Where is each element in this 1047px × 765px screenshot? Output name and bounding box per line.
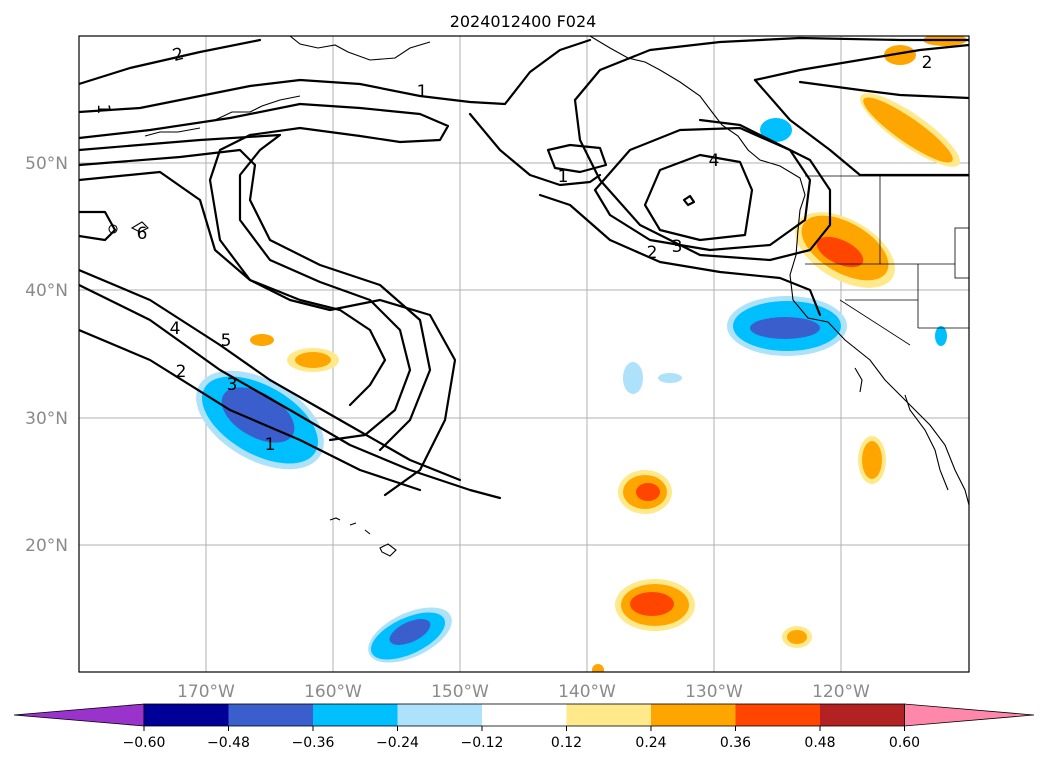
lon-label: 140°W	[558, 682, 616, 702]
lon-label: 130°W	[685, 682, 743, 702]
colorbar-segment	[820, 704, 905, 726]
contour-label: 1	[558, 167, 569, 187]
colorbar-tick-label: −0.36	[292, 735, 335, 751]
lat-label: 50°N	[25, 154, 68, 174]
lat-label: 20°N	[25, 536, 68, 556]
contour-label: 1	[93, 104, 113, 115]
colorbar-tick-label: 0.36	[720, 735, 751, 751]
colorbar-segment	[651, 704, 736, 726]
colorbar-tick-label: 0.12	[551, 735, 582, 751]
map-frame	[78, 35, 970, 673]
colorbar-tick-label: −0.48	[207, 735, 250, 751]
contour-label: 3	[227, 375, 238, 395]
coastlines	[108, 36, 969, 557]
contour-label: 4	[170, 319, 181, 339]
lon-label: 160°W	[304, 682, 362, 702]
colorbar-tick-label: 0.24	[635, 735, 666, 751]
lon-label: 170°W	[177, 682, 235, 702]
contour-label: 2	[922, 53, 933, 73]
colorbar-tick-label: −0.12	[461, 735, 504, 751]
lat-label: 40°N	[25, 281, 68, 301]
lon-label: 120°W	[812, 682, 870, 702]
map-title: 2024012400 F024	[450, 12, 597, 31]
colorbar-tick-label: −0.60	[123, 735, 166, 751]
contour-label: 3	[672, 237, 683, 257]
colorbar-tick-label: 0.48	[804, 735, 835, 751]
latitude-labels: 50°N 40°N 30°N 20°N	[25, 154, 68, 556]
colorbar-segment	[735, 704, 821, 726]
lon-label: 150°W	[431, 682, 489, 702]
contour-label: 2	[647, 243, 658, 263]
colorbar-segment	[313, 704, 398, 726]
colorbar-tick-label: 0.60	[889, 735, 920, 751]
colorbar-tick-label: −0.24	[376, 735, 419, 751]
colorbar: −0.60 −0.48 −0.36 −0.24 −0.12 0.12 0.24 0.36 0.4…	[13, 703, 1035, 751]
colorbar-extend-low	[13, 703, 145, 727]
contour-label: 2	[176, 362, 187, 382]
colorbar-segment	[144, 704, 229, 726]
contour-label: 6	[137, 224, 148, 244]
colorbar-segment	[228, 704, 314, 726]
colorbar-segment	[482, 704, 567, 726]
lat-label: 30°N	[25, 409, 68, 429]
contour-lines	[79, 36, 969, 500]
political-borders	[805, 175, 969, 346]
contour-label: 2	[170, 44, 186, 66]
contour-labels: 2 2 1 1 1 4 3 2 6 5 4 3 2 1	[93, 44, 932, 455]
colorbar-segment	[566, 704, 652, 726]
gridlines	[79, 36, 969, 672]
anomaly-shading	[196, 36, 967, 672]
colorbar-outline	[143, 703, 905, 727]
colorbar-segment	[397, 704, 483, 726]
colorbar-extend-high	[904, 703, 1035, 727]
longitude-labels: 170°W 160°W 150°W 140°W 130°W 120°W	[177, 682, 870, 702]
contour-label: 5	[221, 331, 232, 351]
contour-label: 1	[417, 82, 428, 102]
contour-label: 4	[709, 151, 720, 171]
contour-label: 1	[265, 435, 276, 455]
